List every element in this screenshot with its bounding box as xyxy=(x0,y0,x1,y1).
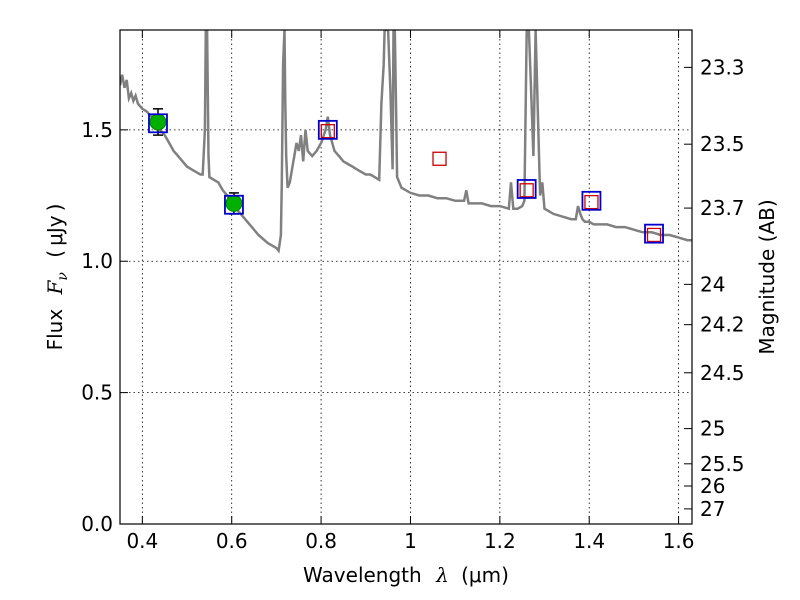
x-tick-label: 1.2 xyxy=(484,529,516,553)
x-axis-label: Wavelength λ (μm) xyxy=(303,563,509,587)
y-tick-label: 1.0 xyxy=(81,249,113,273)
y2-axis-label: Magnitude (AB) xyxy=(755,199,779,354)
model-band-box xyxy=(317,119,338,140)
y-axis-label-symbol: F xyxy=(43,279,67,295)
upper-limit-box xyxy=(519,183,534,198)
y2-tick-label: 26 xyxy=(700,474,725,498)
plot-frame xyxy=(119,29,693,525)
y-tick-label: 1.5 xyxy=(81,118,113,142)
marker-layer xyxy=(148,108,664,244)
upper-limit-box xyxy=(584,194,599,210)
x-tick-label: 1.4 xyxy=(573,529,605,553)
tick-layer: 0.4 0.6 0.8 1 1.2 1.4 1.6 0.0 0.5 1.0 1.5 23.3 23.5 2… xyxy=(81,30,745,553)
x-tick-label: 1.6 xyxy=(663,529,695,553)
x-tick-label: 0.6 xyxy=(216,529,248,553)
y2-tick-label: 25.5 xyxy=(700,452,745,476)
x-axis-label-open: ( xyxy=(461,563,469,587)
x-tick-label: 0.4 xyxy=(126,529,158,553)
y-tick-label: 0.0 xyxy=(81,512,113,536)
y2-tick-label: 23.3 xyxy=(700,55,745,79)
y2-tick-label: 24.5 xyxy=(700,361,745,385)
y-axis-label-close: ) xyxy=(43,204,67,212)
x-tick-label: 0.8 xyxy=(305,529,337,553)
plot-area xyxy=(120,30,692,254)
model-band-box xyxy=(148,113,168,134)
x-tick-label: 1 xyxy=(404,529,417,553)
model-band-box xyxy=(581,190,602,211)
y-axis-label: Flux Fν ( μJy) xyxy=(43,204,72,351)
upper-limit-box xyxy=(320,124,335,139)
observed-point xyxy=(225,194,243,212)
x-axis-label-symbol: λ xyxy=(435,563,449,587)
y2-tick-label: 24.2 xyxy=(700,313,745,337)
y2-tick-label: 23.5 xyxy=(700,132,745,156)
y2-tick-label: 23.7 xyxy=(700,196,745,220)
sed-model-line xyxy=(120,30,692,254)
y2-tick-label: 27 xyxy=(700,497,725,521)
y2-tick-label: 24 xyxy=(700,272,725,296)
model-band-box xyxy=(516,179,537,199)
upper-limit-box xyxy=(432,151,447,166)
y-axis-label-unit: μJy xyxy=(43,215,67,246)
y2-tick-label: 25 xyxy=(700,417,725,441)
y-tick-label: 0.5 xyxy=(81,381,113,405)
model-band-box xyxy=(644,223,664,244)
model-band-box xyxy=(224,194,244,215)
observed-point xyxy=(149,113,167,131)
x-axis-label-close: ) xyxy=(501,563,509,587)
y-axis-label-open: ( xyxy=(43,250,67,258)
upper-limit-box xyxy=(646,227,662,243)
y-axis-label-subscript: ν xyxy=(55,272,71,281)
x-axis-label-unit: μm xyxy=(469,563,501,587)
y-axis-label-text: Flux xyxy=(43,309,67,351)
x-axis-label-text: Wavelength xyxy=(303,563,422,587)
